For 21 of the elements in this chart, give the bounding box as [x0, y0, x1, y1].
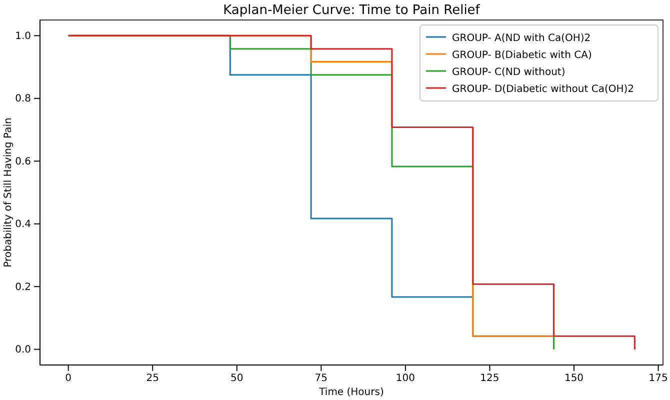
x-tick-label: 0 — [65, 373, 72, 384]
x-tick-label: 150 — [564, 373, 584, 384]
x-tick-label: 125 — [480, 373, 500, 384]
x-axis-title: Time (Hours) — [318, 387, 384, 398]
legend-label: GROUP- C(ND without) — [452, 67, 566, 78]
legend-label: GROUP- A(ND with Ca(OH)2 — [452, 33, 591, 44]
x-tick-label: 50 — [230, 373, 244, 384]
y-tick-label: 0.0 — [15, 344, 31, 356]
y-tick-label: 1.0 — [15, 30, 31, 42]
x-tick-label: 175 — [648, 373, 668, 384]
y-tick-label: 0.2 — [15, 282, 31, 293]
legend-label: GROUP- B(Diabetic with CA) — [452, 50, 592, 61]
x-tick-label: 25 — [146, 373, 159, 384]
legend-label: GROUP- D(Diabetic without Ca(OH)2 — [452, 84, 634, 95]
y-tick-label: 0.4 — [15, 219, 31, 230]
x-tick-label: 100 — [396, 373, 415, 384]
y-tick-label: 0.6 — [15, 156, 31, 168]
chart-title: Kaplan-Meier Curve: Time to Pain Relief — [223, 3, 480, 18]
x-tick-label: 75 — [314, 373, 328, 384]
y-axis-title: Probability of Still Having Pain — [3, 118, 14, 268]
y-tick-label: 0.8 — [15, 94, 31, 105]
